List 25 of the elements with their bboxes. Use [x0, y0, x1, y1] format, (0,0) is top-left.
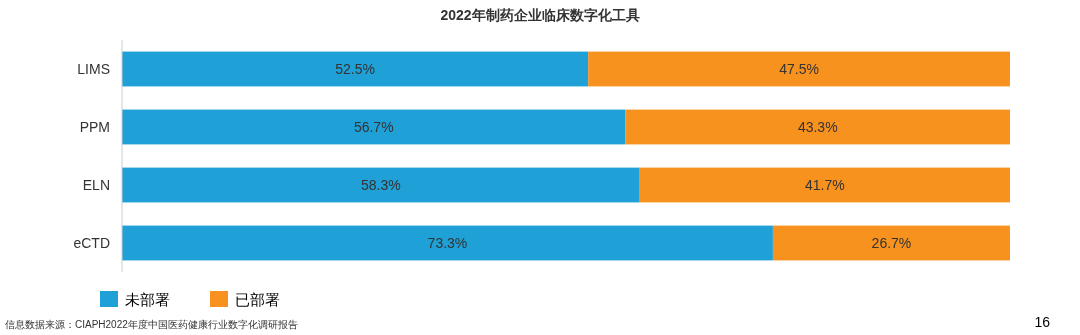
bar: [588, 51, 1010, 87]
data-label: 56.7%: [353, 119, 394, 135]
y-tick-label: LIMS: [77, 61, 110, 77]
y-tick-label: eCTD: [73, 235, 110, 251]
data-label: 26.7%: [871, 235, 912, 251]
y-tick-label: ELN: [82, 177, 110, 193]
bar: [625, 109, 1010, 145]
bar: [122, 109, 626, 145]
data-label: 58.3%: [361, 177, 401, 193]
data-label: 41.7%: [805, 177, 845, 193]
bar: [639, 167, 1010, 203]
data-label: 47.5%: [779, 61, 819, 77]
bar: [772, 225, 1010, 261]
data-label: 52.5%: [335, 61, 375, 77]
legend-label: 已部署: [235, 291, 280, 308]
bar: [122, 225, 773, 261]
legend-label: 未部署: [125, 291, 170, 308]
data-label: 73.3%: [427, 235, 468, 251]
text: 16: [1034, 314, 1051, 330]
y-tick-label: PPM: [79, 119, 110, 135]
data-label: 43.3%: [797, 119, 838, 135]
bar: [122, 167, 640, 203]
bar: [122, 51, 589, 87]
chart-title: 2022年制药企业临床数字化工具: [440, 7, 640, 23]
text: 信息数据来源：CIAPH2022年度中国医药健康行业数字化调研报告: [5, 319, 298, 330]
